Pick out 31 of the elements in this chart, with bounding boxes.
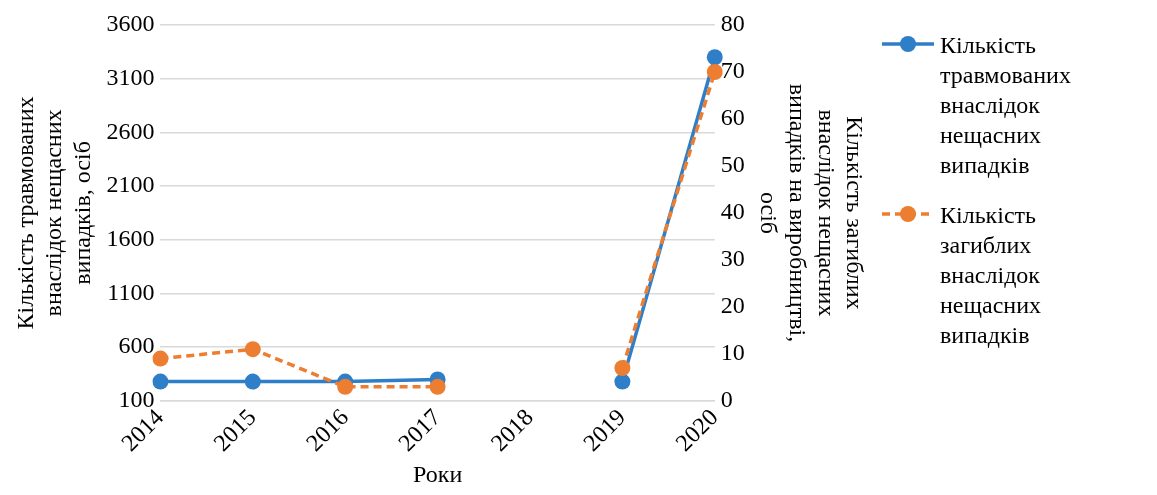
y-tick-label: 600 xyxy=(118,332,155,359)
x-axis-title: Роки xyxy=(412,460,463,487)
point xyxy=(614,360,631,376)
y-tick-label: 2100 xyxy=(106,171,155,198)
y2-tick-label: 50 xyxy=(720,151,745,178)
point xyxy=(244,373,261,390)
point xyxy=(706,49,723,66)
y2-tick-label: 20 xyxy=(720,292,745,319)
legend-label: Кількість загиблих внаслідок нещасних випадків xyxy=(940,201,1042,350)
y-tick-label: 1100 xyxy=(107,278,155,305)
y-tick-label: 2600 xyxy=(106,117,155,144)
y2-axis-title: Кількість загиблих внаслідок нещасних випадків на виробництві, осіб xyxy=(755,83,869,343)
y2-tick-label: 10 xyxy=(720,339,745,366)
y2-tick-label: 40 xyxy=(720,198,745,225)
y-tick-label: 1600 xyxy=(106,225,155,252)
y-axis-title: Кількість травмованих внаслідок нещасних випадків, осіб xyxy=(11,96,96,330)
point xyxy=(614,373,631,390)
y2-tick-label: 30 xyxy=(720,245,745,272)
point xyxy=(152,373,169,390)
point xyxy=(429,378,446,395)
y2-tick-label: 80 xyxy=(720,10,745,37)
y2-tick-label: 70 xyxy=(720,57,745,84)
y2-tick-label: 0 xyxy=(720,386,733,413)
y-tick-label: 3100 xyxy=(106,64,155,90)
point xyxy=(337,378,354,395)
y2-tick-label: 60 xyxy=(720,104,745,131)
point xyxy=(706,63,723,80)
y-tick-label: 3600 xyxy=(106,10,155,37)
point xyxy=(244,341,261,358)
point xyxy=(152,350,169,367)
legend-label: Кількість травмованих внаслідок нещасних випадків xyxy=(940,31,1072,180)
